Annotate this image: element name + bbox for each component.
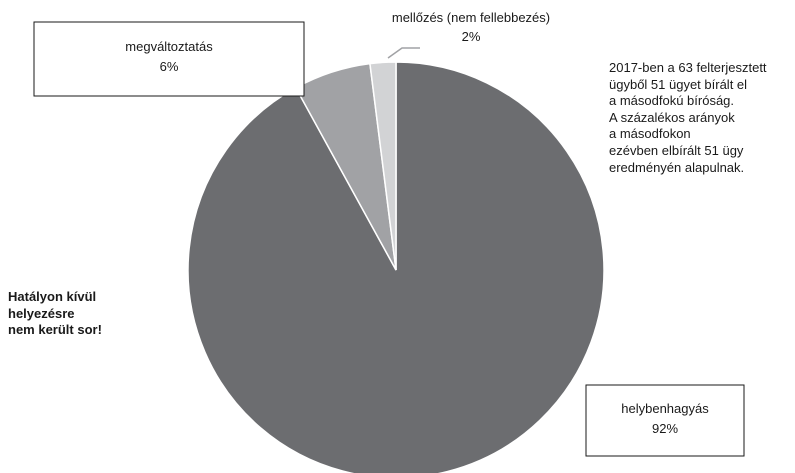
pie-slices	[187, 61, 605, 473]
note-right-line: eredményén alapulnak.	[609, 159, 745, 175]
slice-value-helybenhagyas: 92%	[652, 421, 678, 436]
note-right-line: 2017-ben a 63 felterjesztett	[609, 60, 767, 75]
pie-slice-2	[369, 61, 397, 271]
note-right-line: A százalékos arányok	[609, 109, 735, 125]
note-left-line: nem került sor!	[8, 322, 102, 338]
note-left-line: Hatályon kívül	[8, 289, 97, 304]
note-left: Hatályon kívül helyezésre nem került sor…	[8, 289, 178, 339]
label-box-megvaltoztatas	[33, 21, 305, 97]
note-right-line: ezévben elbírált 51 ügy	[609, 142, 744, 158]
note-right-line: a másodfokú bíróság.	[609, 93, 735, 109]
pie-slice-0	[187, 61, 605, 473]
leader-line-mellozes	[387, 47, 420, 59]
slice-label-mellozes: mellőzés (nem fellebbezés)	[392, 10, 550, 25]
note-right: 2017-ben a 63 felterjesztett ügyből 51 ü…	[609, 60, 789, 176]
slice-label-helybenhagyas: helybenhagyás	[621, 401, 709, 416]
note-right-line: a másodfokon	[609, 126, 691, 142]
slice-value-mellozes: 2%	[462, 29, 481, 44]
note-right-line: ügyből 51 ügyet bírált el	[609, 76, 748, 92]
note-left-line: helyezésre	[8, 305, 75, 321]
slice-value-megvaltoztatas: 6%	[160, 59, 179, 74]
label-box-helybenhagyas	[585, 384, 745, 457]
slice-label-megvaltoztatas: megváltoztatás	[125, 39, 213, 54]
